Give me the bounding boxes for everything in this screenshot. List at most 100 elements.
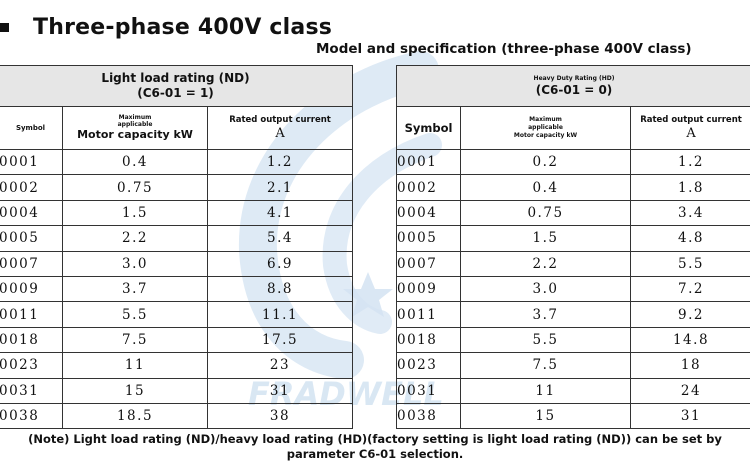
current-column-header: Rated output current A xyxy=(206,106,354,150)
table-row: 0009 3.0 7.2 xyxy=(396,275,750,303)
current-cell: 24 xyxy=(629,377,750,404)
table-row: 0001 0.4 1.2 xyxy=(0,148,354,176)
capacity-cell: 3.7 xyxy=(460,301,631,328)
symbol-cell: 0002 xyxy=(396,174,461,201)
capacity-label-maximum: Maximum xyxy=(529,116,562,123)
current-label: Rated output current xyxy=(229,115,331,125)
symbol-cell: 0031 xyxy=(0,377,63,404)
symbol-cell: 0001 xyxy=(0,148,63,176)
capacity-cell: 3.0 xyxy=(62,250,208,277)
table-row: 0002 0.4 1.8 xyxy=(396,174,750,201)
capacity-cell: 18.5 xyxy=(62,402,208,430)
symbol-cell: 0018 xyxy=(0,326,63,354)
capacity-cell: 5.5 xyxy=(460,326,631,354)
current-column-header: Rated output current A xyxy=(629,106,750,150)
footnote-line-1: (Note) Light load rating (ND)/heavy load… xyxy=(28,432,722,446)
symbol-cell: 0005 xyxy=(396,225,461,252)
footnote: (Note) Light load rating (ND)/heavy load… xyxy=(0,432,750,462)
heavy-duty-table: Heavy Duty Rating (HD) (C6-01 = 0) Symbo… xyxy=(395,65,750,430)
section-heading: Three-phase 400V class xyxy=(0,10,332,44)
capacity-cell: 1.5 xyxy=(460,225,631,252)
current-cell: 5.4 xyxy=(206,225,354,252)
table-row: 0018 7.5 17.5 xyxy=(0,326,354,354)
rating-title: Heavy Duty Rating (HD) xyxy=(533,74,615,82)
current-cell: 8.8 xyxy=(206,275,354,303)
symbol-cell: 0018 xyxy=(396,326,461,354)
symbol-cell: 0023 xyxy=(396,352,461,379)
capacity-cell: 0.75 xyxy=(62,174,208,201)
table-row: 0005 1.5 4.8 xyxy=(396,225,750,252)
table-row: 0002 0.75 2.1 xyxy=(0,174,354,201)
table-row: 0011 5.5 11.1 xyxy=(0,301,354,328)
current-cell: 4.1 xyxy=(206,199,354,227)
rating-title: Light load rating (ND) xyxy=(101,71,250,85)
rating-parameter: (C6-01 = 0) xyxy=(535,82,613,97)
table-row: 0001 0.2 1.2 xyxy=(396,148,750,176)
capacity-cell: 2.2 xyxy=(62,225,208,252)
table-row: 0007 3.0 6.9 xyxy=(0,250,354,277)
current-cell: 3.4 xyxy=(629,199,750,227)
current-cell: 2.1 xyxy=(206,174,354,201)
table-row: 0031 15 31 xyxy=(0,377,354,404)
symbol-cell: 0023 xyxy=(0,352,63,379)
symbol-cell: 0004 xyxy=(396,199,461,227)
current-cell: 7.2 xyxy=(629,275,750,303)
symbol-cell: 0002 xyxy=(0,174,63,201)
current-cell: 18 xyxy=(629,352,750,379)
symbol-column-header: Symbol xyxy=(396,106,461,150)
capacity-column-header: Maximum applicable Motor capacity kW xyxy=(62,106,208,150)
symbol-cell: 0004 xyxy=(0,199,63,227)
capacity-cell: 0.2 xyxy=(460,148,631,176)
capacity-label-applicable: applicable xyxy=(117,121,153,128)
current-cell: 9.2 xyxy=(629,301,750,328)
current-cell: 23 xyxy=(206,352,354,379)
current-cell: 6.9 xyxy=(206,250,354,277)
current-cell: 14.8 xyxy=(629,326,750,354)
table-row: 0038 15 31 xyxy=(396,402,750,430)
symbol-cell: 0007 xyxy=(396,250,461,277)
symbol-cell: 0001 xyxy=(396,148,461,176)
capacity-cell: 0.4 xyxy=(460,174,631,201)
heavy-duty-rating-header: Heavy Duty Rating (HD) (C6-01 = 0) xyxy=(395,65,750,107)
capacity-label-maximum: Maximum xyxy=(118,114,152,121)
symbol-cell: 0011 xyxy=(396,301,461,328)
current-unit: A xyxy=(686,126,696,141)
current-cell: 31 xyxy=(206,377,354,404)
current-cell: 11.1 xyxy=(206,301,354,328)
current-cell: 5.5 xyxy=(629,250,750,277)
footnote-line-2: parameter C6-01 selection. xyxy=(286,447,464,461)
table-row: 0023 11 23 xyxy=(0,352,354,379)
current-cell: 1.2 xyxy=(629,148,750,176)
symbol-cell: 0009 xyxy=(396,275,461,303)
capacity-column-header: Maximum applicable Motor capacity kW xyxy=(460,106,631,150)
table-row: 0007 2.2 5.5 xyxy=(396,250,750,277)
capacity-cell: 11 xyxy=(460,377,631,404)
symbol-cell: 0011 xyxy=(0,301,63,328)
table-row: 0023 7.5 18 xyxy=(396,352,750,379)
symbol-cell: 0038 xyxy=(396,402,461,430)
capacity-cell: 7.5 xyxy=(460,352,631,379)
capacity-cell: 2.2 xyxy=(460,250,631,277)
capacity-label-applicable: applicable xyxy=(528,124,563,131)
page-title: Three-phase 400V class xyxy=(33,14,333,40)
light-load-table: Light load rating (ND) (C6-01 = 1) Symbo… xyxy=(0,65,354,430)
capacity-cell: 3.7 xyxy=(62,275,208,303)
table-row: 0005 2.2 5.4 xyxy=(0,225,354,252)
capacity-cell: 15 xyxy=(62,377,208,404)
symbol-column-header: Symbol xyxy=(0,106,63,150)
capacity-cell: 0.75 xyxy=(460,199,631,227)
table-row: 0009 3.7 8.8 xyxy=(0,275,354,303)
capacity-label-main: Motor capacity kW xyxy=(513,132,578,139)
current-cell: 31 xyxy=(629,402,750,430)
capacity-cell: 0.4 xyxy=(62,148,208,176)
symbol-cell: 0009 xyxy=(0,275,63,303)
table-caption: Model and specification (three-phase 400… xyxy=(316,41,692,57)
table-row: 0011 3.7 9.2 xyxy=(396,301,750,328)
current-label: Rated output current xyxy=(640,115,742,125)
heading-bullet xyxy=(0,22,9,32)
capacity-cell: 7.5 xyxy=(62,326,208,354)
capacity-label-main: Motor capacity kW xyxy=(77,128,193,141)
light-load-rating-header: Light load rating (ND) (C6-01 = 1) xyxy=(0,65,354,107)
current-cell: 1.2 xyxy=(206,148,354,176)
current-cell: 4.8 xyxy=(629,225,750,252)
